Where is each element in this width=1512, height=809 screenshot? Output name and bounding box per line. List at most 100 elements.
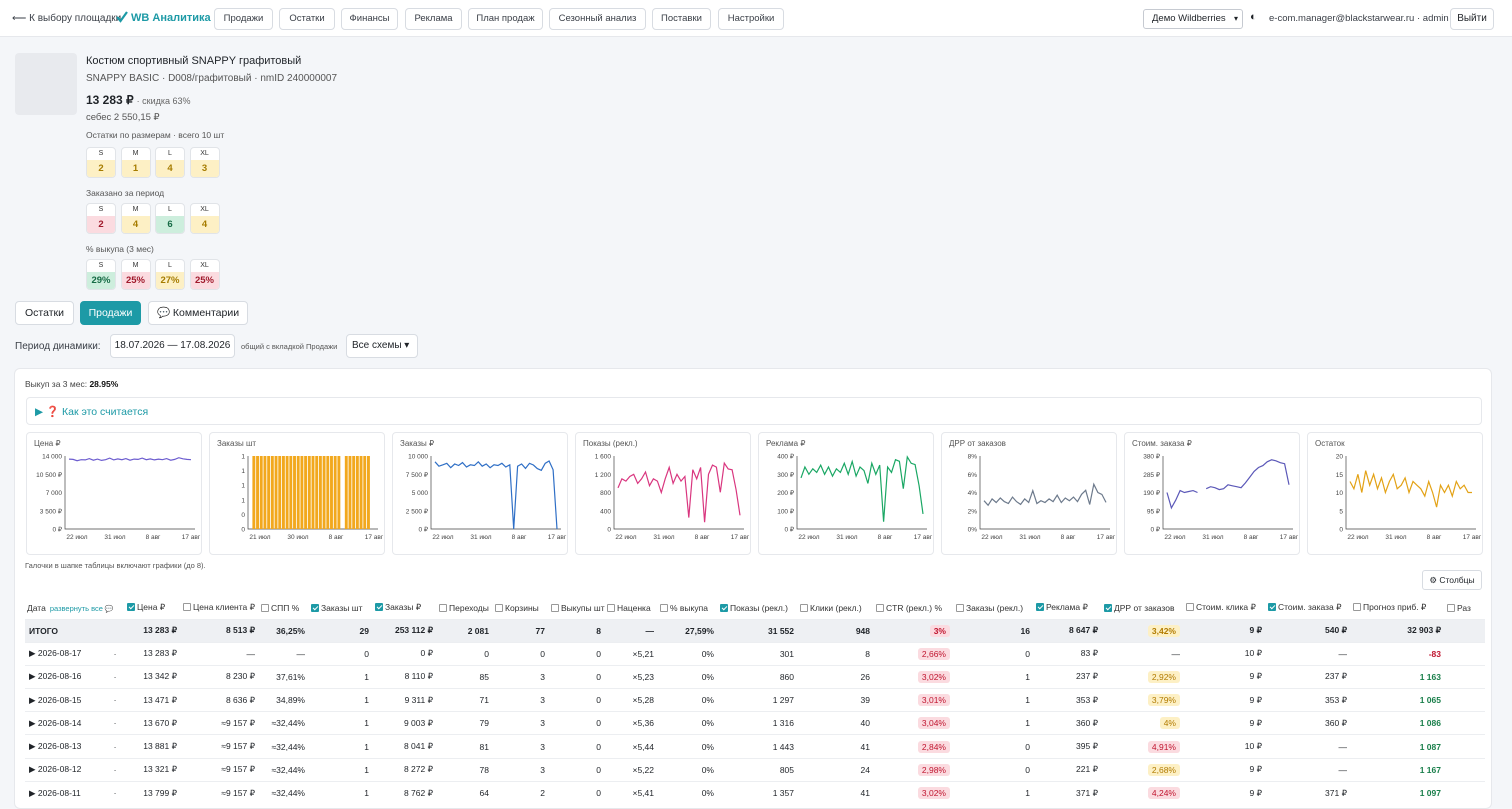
column-header[interactable]: Цена клиента ₽ [181,597,259,619]
y-tick-label: 4% [968,490,978,497]
column-header[interactable]: СПП % [259,597,309,619]
chart-toggle-checkbox[interactable] [720,603,728,612]
expand-all-link[interactable]: развернуть все [49,603,103,613]
column-header[interactable]: Раз [1445,597,1485,619]
column-header[interactable]: Наценка [605,597,658,619]
chart-toggle-checkbox[interactable] [1186,603,1194,612]
table-cell: 83 ₽ [1034,641,1102,666]
chart-toggle-checkbox[interactable] [956,603,964,612]
column-header[interactable]: Переходы [437,597,493,619]
table-cell: 2 [493,780,549,805]
column-header[interactable]: Выкупы шт [549,597,605,619]
tab-comments[interactable]: 💬 Комментарии [148,301,248,325]
chart-toggle-checkbox[interactable] [1036,603,1044,612]
chart-toggle-checkbox[interactable] [1447,603,1455,612]
chart-toggle-checkbox[interactable] [1353,603,1361,612]
column-header[interactable]: Корзины [493,597,549,619]
logout-button[interactable]: Выйти [1450,8,1494,30]
tab-stock[interactable]: Остатки [15,301,74,325]
logo-check-icon [116,11,128,23]
column-header[interactable]: Дата развернуть все 💬 [25,597,125,619]
chart-toggle-checkbox[interactable] [660,603,668,612]
table-cell: 0 [549,780,605,805]
nav-seasonal[interactable]: Сезонный анализ [549,8,646,30]
chart-toggle-checkbox[interactable] [800,603,808,612]
column-header[interactable]: Заказы ₽ [373,597,437,619]
column-header[interactable]: Показы (рекл.) [718,597,798,619]
table-cell: ×5,36 [605,711,658,735]
x-tick-label: 17 авг [1097,534,1116,541]
value-pill: 4,91% [1147,740,1180,753]
theme-toggle-icon[interactable]: ◐ [1250,11,1257,23]
table-row[interactable]: ▶ 2026-08-16 · 13 342 ₽8 230 ₽37,61% 1 8 110… [25,664,1485,689]
chart-toggle-checkbox[interactable] [311,603,319,612]
table-cell: 1 086 [1351,711,1445,735]
column-header[interactable]: Заказы (рекл.) [954,597,1034,619]
column-header[interactable]: % выкупа [658,597,718,619]
chart-toggle-checkbox[interactable] [551,603,559,612]
table-row[interactable]: ▶ 2026-08-12 · 13 321 ₽ ≈9 157 ₽ ≈32,44% 1 8 2… [25,757,1485,782]
column-header[interactable]: Реклама ₽ [1034,597,1102,619]
back-link[interactable]: ⟵ К выбору площадки [12,13,122,24]
column-header[interactable]: Клики (рекл.) [798,597,874,619]
nav-stock[interactable]: Остатки [279,8,335,30]
table-cell: 2,66% [874,641,954,666]
chart-toggle-checkbox[interactable] [876,603,884,612]
column-header[interactable]: ДРР от заказов [1102,597,1184,619]
scheme-select[interactable]: Все схемы ▾ [346,334,418,358]
column-header[interactable]: Прогноз приб. ₽ [1351,597,1445,619]
table-row[interactable]: ▶ 2026-08-11 · 13 799 ₽ ≈9 157 ₽ ≈32,44% 1 8 7… [25,780,1485,805]
table-row[interactable]: ▶ 2026-08-14 · 13 670 ₽ ≈9 157 ₽ ≈32,44% 1 9 0… [25,711,1485,735]
chart-toggle-checkbox[interactable] [495,603,503,612]
chart-axes [796,456,927,530]
chart-toggle-checkbox[interactable] [375,603,383,612]
table-row[interactable]: ▶ 2026-08-15 · 13 471 ₽8 636 ₽34,89% 1 9 311… [25,688,1485,712]
nav-sales-plan[interactable]: План продаж [468,8,543,30]
x-tick-label: 8 авг [146,534,161,541]
chart-toggle-checkbox[interactable] [127,603,135,612]
size-label: L [168,206,172,213]
table-row[interactable]: ▶ 2026-08-13 · 13 881 ₽ ≈9 157 ₽ ≈32,44% 1 8 0… [25,734,1485,759]
period-label: Период динамики: [15,341,101,352]
nav-sales[interactable]: Продажи [214,8,273,30]
nav-settings[interactable]: Настройки [718,8,784,30]
app-logo[interactable]: WB Аналитика [116,11,211,24]
series-line [434,460,558,530]
how-calculated-toggle[interactable]: ▶ ❓ Как это считается [26,397,1482,425]
table-cell [1445,711,1485,735]
size-cell-l: L 27% [155,259,185,290]
chart-toggle-checkbox[interactable] [1104,603,1112,612]
column-header[interactable]: Стоим. заказа ₽ [1266,597,1351,619]
chart-toggle-checkbox[interactable] [439,603,447,612]
value-pill: 2,98% [917,763,950,776]
table-row[interactable]: ▶ 2026-08-17 · 13 283 ₽ — —0 0 ₽0 0 0 ×5,21 0% 301… [25,641,1485,666]
nav-supplies[interactable]: Поставки [652,8,711,30]
period-input[interactable]: 18.07.2026 — 17.08.2026 [110,334,235,358]
table-cell: 40 [798,711,874,735]
total-row[interactable]: ИТОГО 13 283 ₽8 513 ₽36,25% 29 253 112 ₽2 0… [25,618,1485,643]
tab-sales[interactable]: Продажи [80,301,141,325]
chart-toggle-checkbox[interactable] [183,603,191,612]
nav-finance[interactable]: Финансы [341,8,398,30]
table-cell: 79 [437,711,493,735]
daily-table: Дата развернуть все 💬 Цена ₽ Цена клиента ₽… [25,597,1485,805]
nav-ads[interactable]: Реклама [405,8,462,30]
columns-button[interactable]: ⚙ Столбцы [1422,570,1482,590]
table-cell: 371 ₽ [1266,780,1351,805]
chart-toggle-checkbox[interactable] [1268,603,1276,612]
table-cell: 13 342 ₽ [125,664,181,689]
column-header[interactable]: CTR (рекл.) % [874,597,954,619]
table-cell: 0 [549,734,605,759]
column-header[interactable]: Стоим. клика ₽ [1184,597,1266,619]
store-select[interactable]: Демо Wildberries ▾ [1143,9,1243,29]
table-cell: — [605,618,658,643]
column-header[interactable]: Заказы шт [309,597,373,619]
x-tick-label: 22 июл [981,534,1002,541]
chart-title: Показы (рекл.) [583,439,638,448]
column-header[interactable]: Цена ₽ [125,597,181,619]
chart-toggle-checkbox[interactable] [261,603,269,612]
column-label: Цена клиента ₽ [193,602,256,613]
chart-toggle-checkbox[interactable] [607,603,615,612]
table-cell: 1 [954,664,1034,689]
